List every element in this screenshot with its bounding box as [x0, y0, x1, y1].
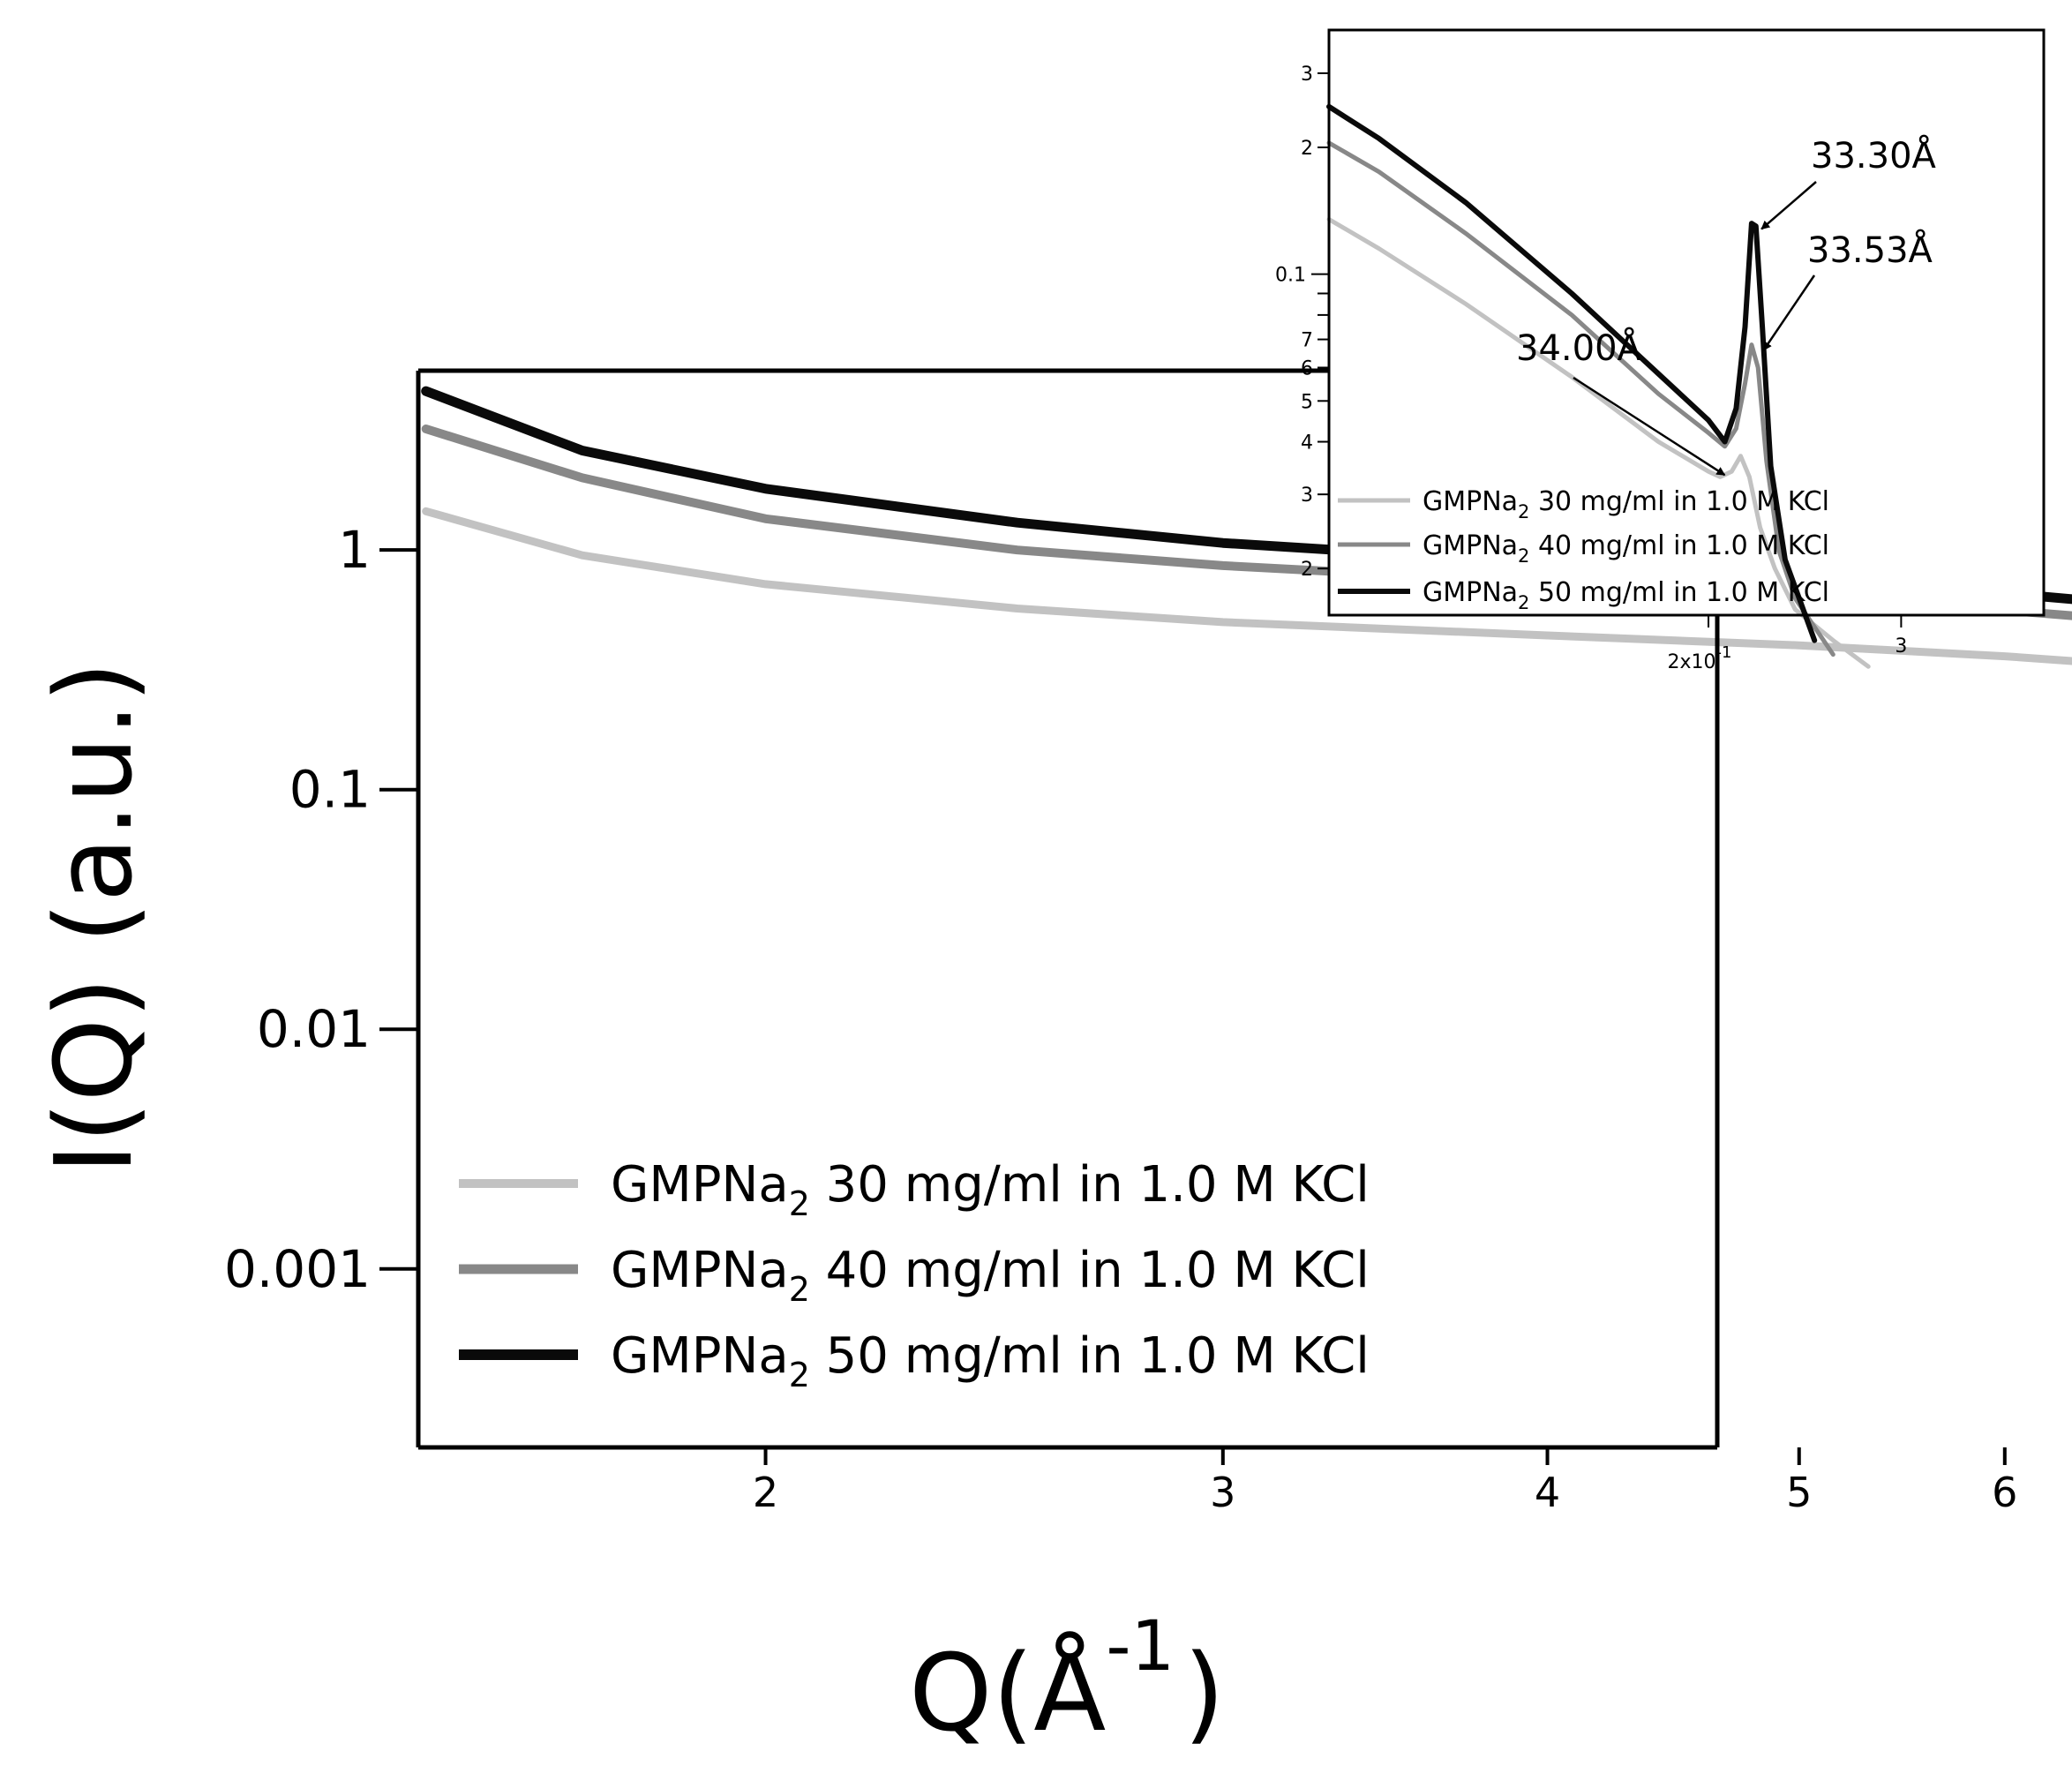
inset-legend: GMPNa2 30 mg/ml in 1.0 M KCl GMPNa2 40 mg… [1338, 486, 1829, 613]
inset-y-tick-label-7: 5 [1301, 391, 1313, 413]
inset-frame [1327, 28, 2046, 617]
x-axis-title-base: Q(Å [909, 1632, 1106, 1755]
x-axis-title-close: ) [1183, 1633, 1225, 1755]
inset-y-tick-label-6: 6 [1301, 358, 1313, 380]
x-axis-title-exponent: -1 [1106, 1607, 1175, 1687]
inset-annotation-label-2: 33.53Å [1807, 229, 1933, 271]
inset-y-tick-label-1: 2 [1301, 138, 1313, 160]
inset-series-lines [1326, 103, 1871, 669]
inset-ticks: 2x10-1 3 3 2 0.1 7 6 5 4 3 2 [1275, 64, 1907, 673]
main-x-tick-label-1: 3 [1210, 1469, 1235, 1516]
inset-annotation-label-3: 34.00Å [1516, 327, 1642, 369]
inset-legend-label-2: GMPNa2 40 mg/ml in 1.0 M KCl [1423, 530, 1829, 567]
inset-annotation-arrow-1 [1760, 181, 1817, 230]
inset-legend-label-1: GMPNa2 30 mg/ml in 1.0 M KCl [1423, 486, 1829, 522]
inset-y-tick-label-9: 3 [1301, 485, 1313, 507]
inset-axes [1327, 28, 2046, 617]
main-x-tick-label-2: 4 [1535, 1469, 1560, 1516]
main-legend: GMPNa2 30 mg/ml in 1.0 M KCl GMPNa2 40 mg… [459, 1156, 1370, 1394]
inset-y-tick-label-2: 0.1 [1275, 265, 1306, 287]
inset-y-tick-label-0: 3 [1301, 64, 1313, 86]
inset-plot: 2x10-1 3 3 2 0.1 7 6 5 4 3 2 GMPNa2 30 mg/ml in 1.… [1275, 28, 2046, 673]
inset-series-line-1 [1326, 217, 1871, 669]
inset-annotation-label-1: 33.30Å [1811, 134, 1937, 177]
main-series-line-1 [422, 507, 2072, 665]
main-ticks: 23456780.123410.10.010.001 [224, 520, 2017, 1516]
main-plot: 23456780.123410.10.010.001 GMPNa2 30 mg/… [34, 368, 2072, 1755]
inset-series-line-3 [1326, 103, 1818, 643]
inset-series-line-2 [1326, 140, 1836, 658]
inset-annotation-arrow-3 [1573, 376, 1726, 477]
main-x-tick-label-3: 5 [1786, 1469, 1812, 1516]
main-y-tick-label-0: 1 [338, 520, 371, 580]
inset-x-tick-label-1: 3 [1895, 635, 1907, 658]
main-legend-label-3: GMPNa2 50 mg/ml in 1.0 M KCl [611, 1327, 1370, 1394]
inset-y-tick-label-10: 2 [1301, 559, 1313, 581]
main-y-tick-label-1: 0.1 [289, 760, 371, 820]
main-x-tick-label-4: 6 [1992, 1469, 2017, 1516]
inset-annotation-arrow-2 [1762, 274, 1816, 351]
inset-background [1329, 30, 2044, 615]
main-y-tick-label-3: 0.001 [224, 1239, 371, 1299]
main-legend-label-1: GMPNa2 30 mg/ml in 1.0 M KCl [611, 1156, 1370, 1223]
inset-y-tick-label-5: 7 [1301, 330, 1313, 352]
main-legend-label-2: GMPNa2 40 mg/ml in 1.0 M KCl [611, 1242, 1370, 1309]
main-y-axis-title: I(Q) (a.u.) [34, 661, 156, 1174]
main-y-tick-label-2: 0.01 [257, 999, 371, 1059]
inset-x-tick-label-0: 2x10-1 [1668, 643, 1732, 673]
main-x-tick-label-0: 2 [753, 1469, 778, 1516]
inset-annotations: 33.30Å 33.53Å 34.00Å [1516, 134, 1937, 477]
inset-y-tick-label-8: 4 [1301, 432, 1313, 455]
inset-legend-label-3: GMPNa2 50 mg/ml in 1.0 M KCl [1423, 577, 1829, 613]
main-x-axis-title: Q(Å-1) [909, 1607, 1225, 1755]
